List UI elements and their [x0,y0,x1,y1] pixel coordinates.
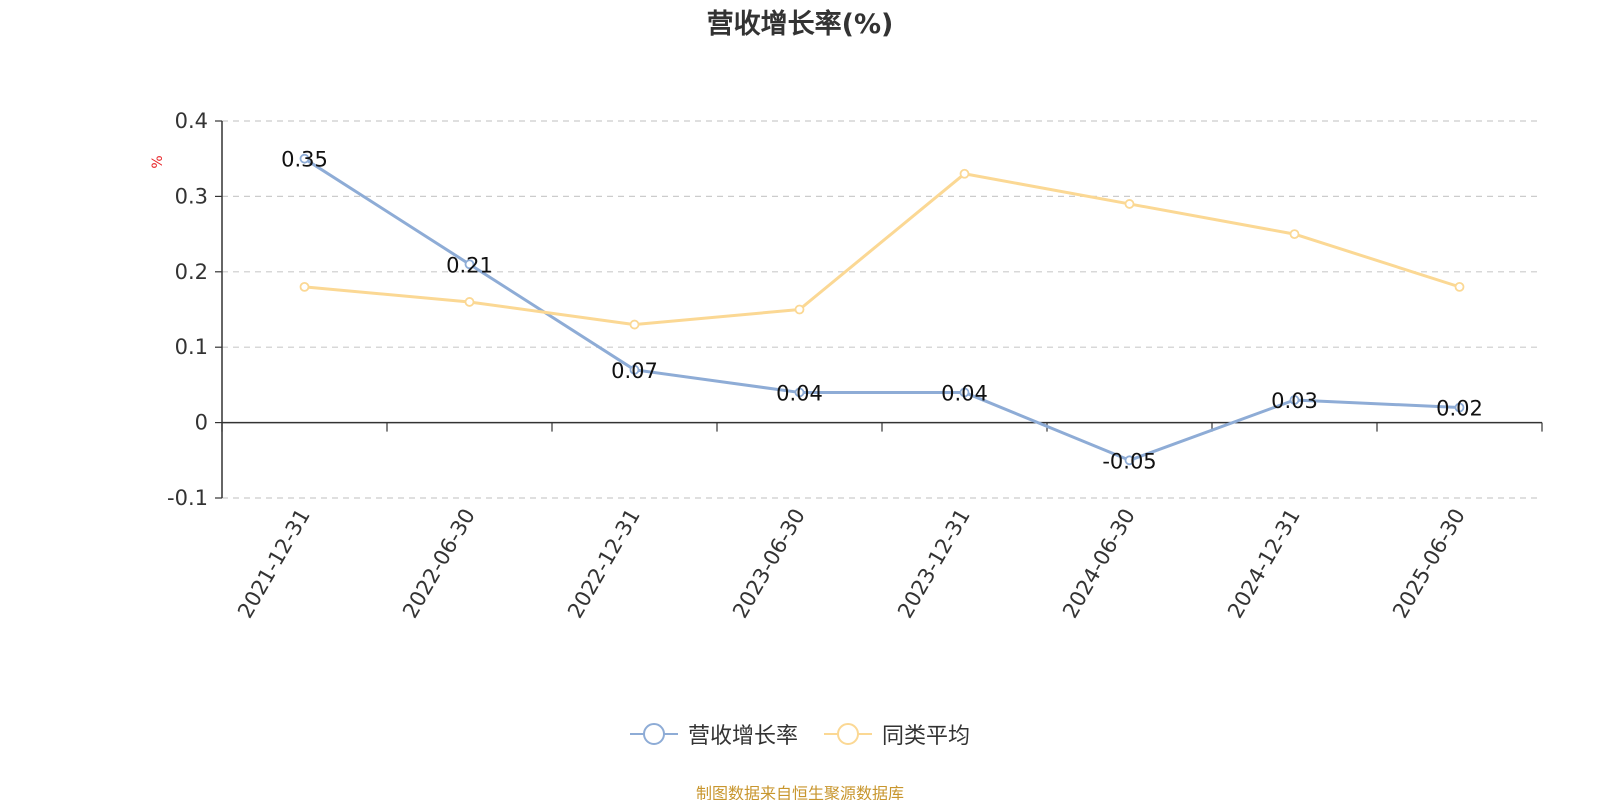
series-line-1 [304,172,1460,327]
data-label: 0.04 [776,381,823,405]
data-point [1124,455,1135,466]
legend-item-peer-average[interactable]: 同类平均 [824,718,970,750]
data-point [464,259,475,270]
y-tick-label: 0 [195,411,208,435]
legend-line-circle-icon [824,723,872,745]
y-tick-label: 0.4 [175,109,208,133]
x-tick-label: 2023-06-30 [728,505,810,623]
data-label: 0.03 [1271,389,1318,413]
legend-label: 营收增长率 [687,724,798,749]
data-label: 0.21 [446,253,493,277]
data-point [299,281,310,292]
data-point [1454,281,1465,292]
y-axis-label: % [150,155,166,168]
data-point [959,168,970,179]
source-note: 制图数据来自恒生聚源数据库 [695,784,904,800]
gridlines [222,120,1542,499]
data-point [1454,402,1465,413]
data-point [794,304,805,315]
y-tick-label: -0.1 [167,486,208,510]
data-point [629,364,640,375]
series [299,153,1465,466]
legend: 营收增长率 同类平均 [0,718,1600,750]
x-tick-label: 2022-06-30 [398,505,480,623]
data-labels: 0.35 0.21 0.07 0.04 0.04 -0.05 0.03 0.02 [281,148,1483,474]
legend-line-circle-icon [629,723,678,745]
data-point [464,297,475,307]
data-point [1124,199,1135,209]
x-tick-label: 2024-12-31 [1223,505,1305,623]
data-point [1289,229,1300,240]
x-tick-label: 2025-06-30 [1388,505,1470,623]
y-tick-label: 0.3 [175,184,208,208]
y-tick-label: 0.2 [175,260,208,284]
data-label: 0.04 [941,381,988,405]
legend-item-revenue-growth[interactable]: 营收增长率 [629,718,798,750]
data-point [794,387,805,398]
x-tick-label: 2022-12-31 [563,505,645,623]
y-tick-label: 0.1 [175,335,208,359]
x-tick-label: 2021-12-31 [233,505,315,623]
data-label: 0.02 [1436,397,1483,421]
series-line-0 [303,157,1460,462]
data-label: 0.07 [611,359,658,383]
x-tick-label: 2024-06-30 [1058,505,1140,623]
data-point [629,319,640,330]
data-point [1289,395,1300,405]
data-point [299,153,310,164]
data-point [959,387,970,398]
data-label: -0.05 [1102,449,1156,473]
data-label: 0.35 [281,148,328,172]
legend-label: 同类平均 [882,724,971,749]
chart-title: 营收增长率(%) [706,9,894,40]
axes: -0.1 0 0.1 0.2 0.3 0.4 2021-12-31 2022-06-30 202… [167,109,1543,623]
x-tick-label: 2023-12-31 [893,505,975,623]
